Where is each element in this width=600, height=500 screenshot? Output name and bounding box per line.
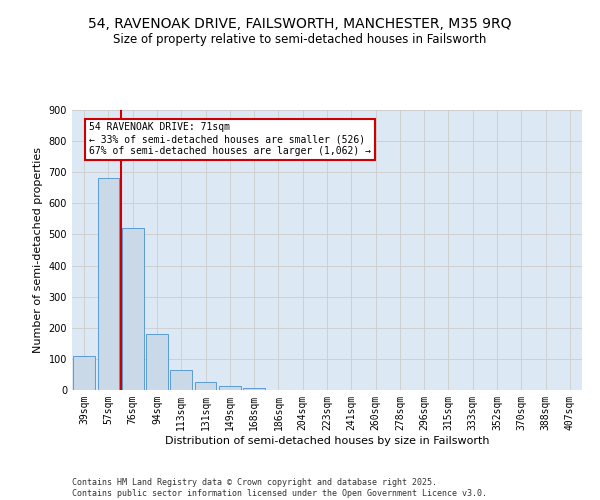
Text: 54 RAVENOAK DRIVE: 71sqm
← 33% of semi-detached houses are smaller (526)
67% of : 54 RAVENOAK DRIVE: 71sqm ← 33% of semi-d… xyxy=(89,122,371,156)
Y-axis label: Number of semi-detached properties: Number of semi-detached properties xyxy=(33,147,43,353)
Bar xyxy=(97,178,119,390)
Bar xyxy=(146,334,168,390)
Bar xyxy=(170,370,192,390)
Bar xyxy=(194,382,217,390)
Bar xyxy=(243,388,265,390)
Text: Contains HM Land Registry data © Crown copyright and database right 2025.
Contai: Contains HM Land Registry data © Crown c… xyxy=(72,478,487,498)
Text: 54, RAVENOAK DRIVE, FAILSWORTH, MANCHESTER, M35 9RQ: 54, RAVENOAK DRIVE, FAILSWORTH, MANCHEST… xyxy=(88,18,512,32)
Text: Size of property relative to semi-detached houses in Failsworth: Size of property relative to semi-detach… xyxy=(113,32,487,46)
Bar xyxy=(122,228,143,390)
X-axis label: Distribution of semi-detached houses by size in Failsworth: Distribution of semi-detached houses by … xyxy=(165,436,489,446)
Bar xyxy=(219,386,241,390)
Bar xyxy=(73,356,95,390)
